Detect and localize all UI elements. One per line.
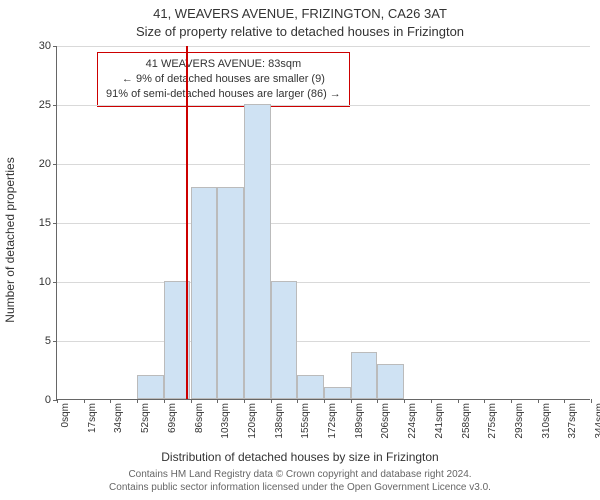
x-tick-mark bbox=[351, 399, 352, 403]
histogram-bar bbox=[191, 187, 218, 399]
histogram-bar bbox=[217, 187, 244, 399]
gridline bbox=[57, 164, 590, 165]
y-tick-label: 25 bbox=[39, 99, 57, 111]
x-tick-mark bbox=[137, 399, 138, 403]
x-tick-mark bbox=[511, 399, 512, 403]
x-tick-mark bbox=[191, 399, 192, 403]
attribution-line2: Contains public sector information licen… bbox=[109, 482, 491, 493]
property-size-chart: 41, WEAVERS AVENUE, FRIZINGTON, CA26 3AT… bbox=[0, 0, 600, 500]
x-tick-mark bbox=[564, 399, 565, 403]
y-tick-label: 10 bbox=[39, 276, 57, 288]
histogram-bar bbox=[271, 281, 298, 399]
y-tick-label: 30 bbox=[39, 40, 57, 52]
y-tick-label: 0 bbox=[45, 394, 57, 406]
x-tick-label: 327sqm bbox=[567, 399, 578, 439]
x-tick-mark bbox=[458, 399, 459, 403]
histogram-bar bbox=[377, 364, 404, 399]
x-tick-label: 0sqm bbox=[60, 399, 71, 427]
legend-box: 41 WEAVERS AVENUE: 83sqm ← 9% of detache… bbox=[97, 52, 350, 107]
attribution: Contains HM Land Registry data © Crown c… bbox=[0, 469, 600, 494]
x-tick-label: 293sqm bbox=[514, 399, 525, 439]
x-tick-mark bbox=[244, 399, 245, 403]
x-tick-label: 258sqm bbox=[461, 399, 472, 439]
x-tick-label: 224sqm bbox=[407, 399, 418, 439]
gridline bbox=[57, 341, 590, 342]
x-tick-mark bbox=[431, 399, 432, 403]
gridline bbox=[57, 282, 590, 283]
attribution-line1: Contains HM Land Registry data © Crown c… bbox=[128, 469, 471, 480]
histogram-bar bbox=[324, 387, 351, 399]
x-tick-label: 172sqm bbox=[327, 399, 338, 439]
x-tick-label: 120sqm bbox=[247, 399, 258, 439]
x-tick-label: 86sqm bbox=[194, 399, 205, 433]
x-tick-mark bbox=[591, 399, 592, 403]
legend-line-smaller: ← 9% of detached houses are smaller (9) bbox=[106, 72, 341, 87]
x-tick-mark bbox=[84, 399, 85, 403]
y-axis-label: Number of detached properties bbox=[3, 157, 17, 322]
x-tick-mark bbox=[377, 399, 378, 403]
y-tick-label: 5 bbox=[45, 335, 57, 347]
chart-title: 41, WEAVERS AVENUE, FRIZINGTON, CA26 3AT bbox=[0, 6, 600, 21]
x-tick-mark bbox=[297, 399, 298, 403]
x-tick-label: 310sqm bbox=[541, 399, 552, 439]
reference-line bbox=[186, 46, 188, 399]
x-tick-mark bbox=[324, 399, 325, 403]
x-tick-label: 103sqm bbox=[220, 399, 231, 439]
x-tick-mark bbox=[110, 399, 111, 403]
x-tick-mark bbox=[164, 399, 165, 403]
x-tick-label: 155sqm bbox=[300, 399, 311, 439]
x-tick-mark bbox=[538, 399, 539, 403]
x-axis-label: Distribution of detached houses by size … bbox=[0, 450, 600, 464]
chart-subtitle: Size of property relative to detached ho… bbox=[0, 24, 600, 39]
histogram-bar bbox=[244, 104, 271, 399]
plot-area: 41 WEAVERS AVENUE: 83sqm ← 9% of detache… bbox=[56, 46, 590, 400]
gridline bbox=[57, 46, 590, 47]
x-tick-label: 275sqm bbox=[487, 399, 498, 439]
x-tick-label: 189sqm bbox=[354, 399, 365, 439]
x-tick-mark bbox=[484, 399, 485, 403]
x-tick-label: 69sqm bbox=[167, 399, 178, 433]
y-tick-label: 20 bbox=[39, 158, 57, 170]
x-tick-label: 344sqm bbox=[594, 399, 600, 439]
x-tick-label: 34sqm bbox=[113, 399, 124, 433]
x-tick-mark bbox=[57, 399, 58, 403]
x-tick-label: 241sqm bbox=[434, 399, 445, 439]
x-tick-label: 206sqm bbox=[380, 399, 391, 439]
x-tick-label: 138sqm bbox=[274, 399, 285, 439]
x-tick-label: 52sqm bbox=[140, 399, 151, 433]
x-tick-mark bbox=[271, 399, 272, 403]
x-tick-label: 17sqm bbox=[87, 399, 98, 433]
y-tick-label: 15 bbox=[39, 217, 57, 229]
legend-line-larger: 91% of semi-detached houses are larger (… bbox=[106, 87, 341, 102]
x-tick-mark bbox=[217, 399, 218, 403]
gridline bbox=[57, 223, 590, 224]
legend-line-subject: 41 WEAVERS AVENUE: 83sqm bbox=[106, 57, 341, 72]
histogram-bar bbox=[351, 352, 378, 399]
gridline bbox=[57, 105, 590, 106]
histogram-bar bbox=[137, 375, 164, 399]
x-tick-mark bbox=[404, 399, 405, 403]
histogram-bar bbox=[297, 375, 324, 399]
